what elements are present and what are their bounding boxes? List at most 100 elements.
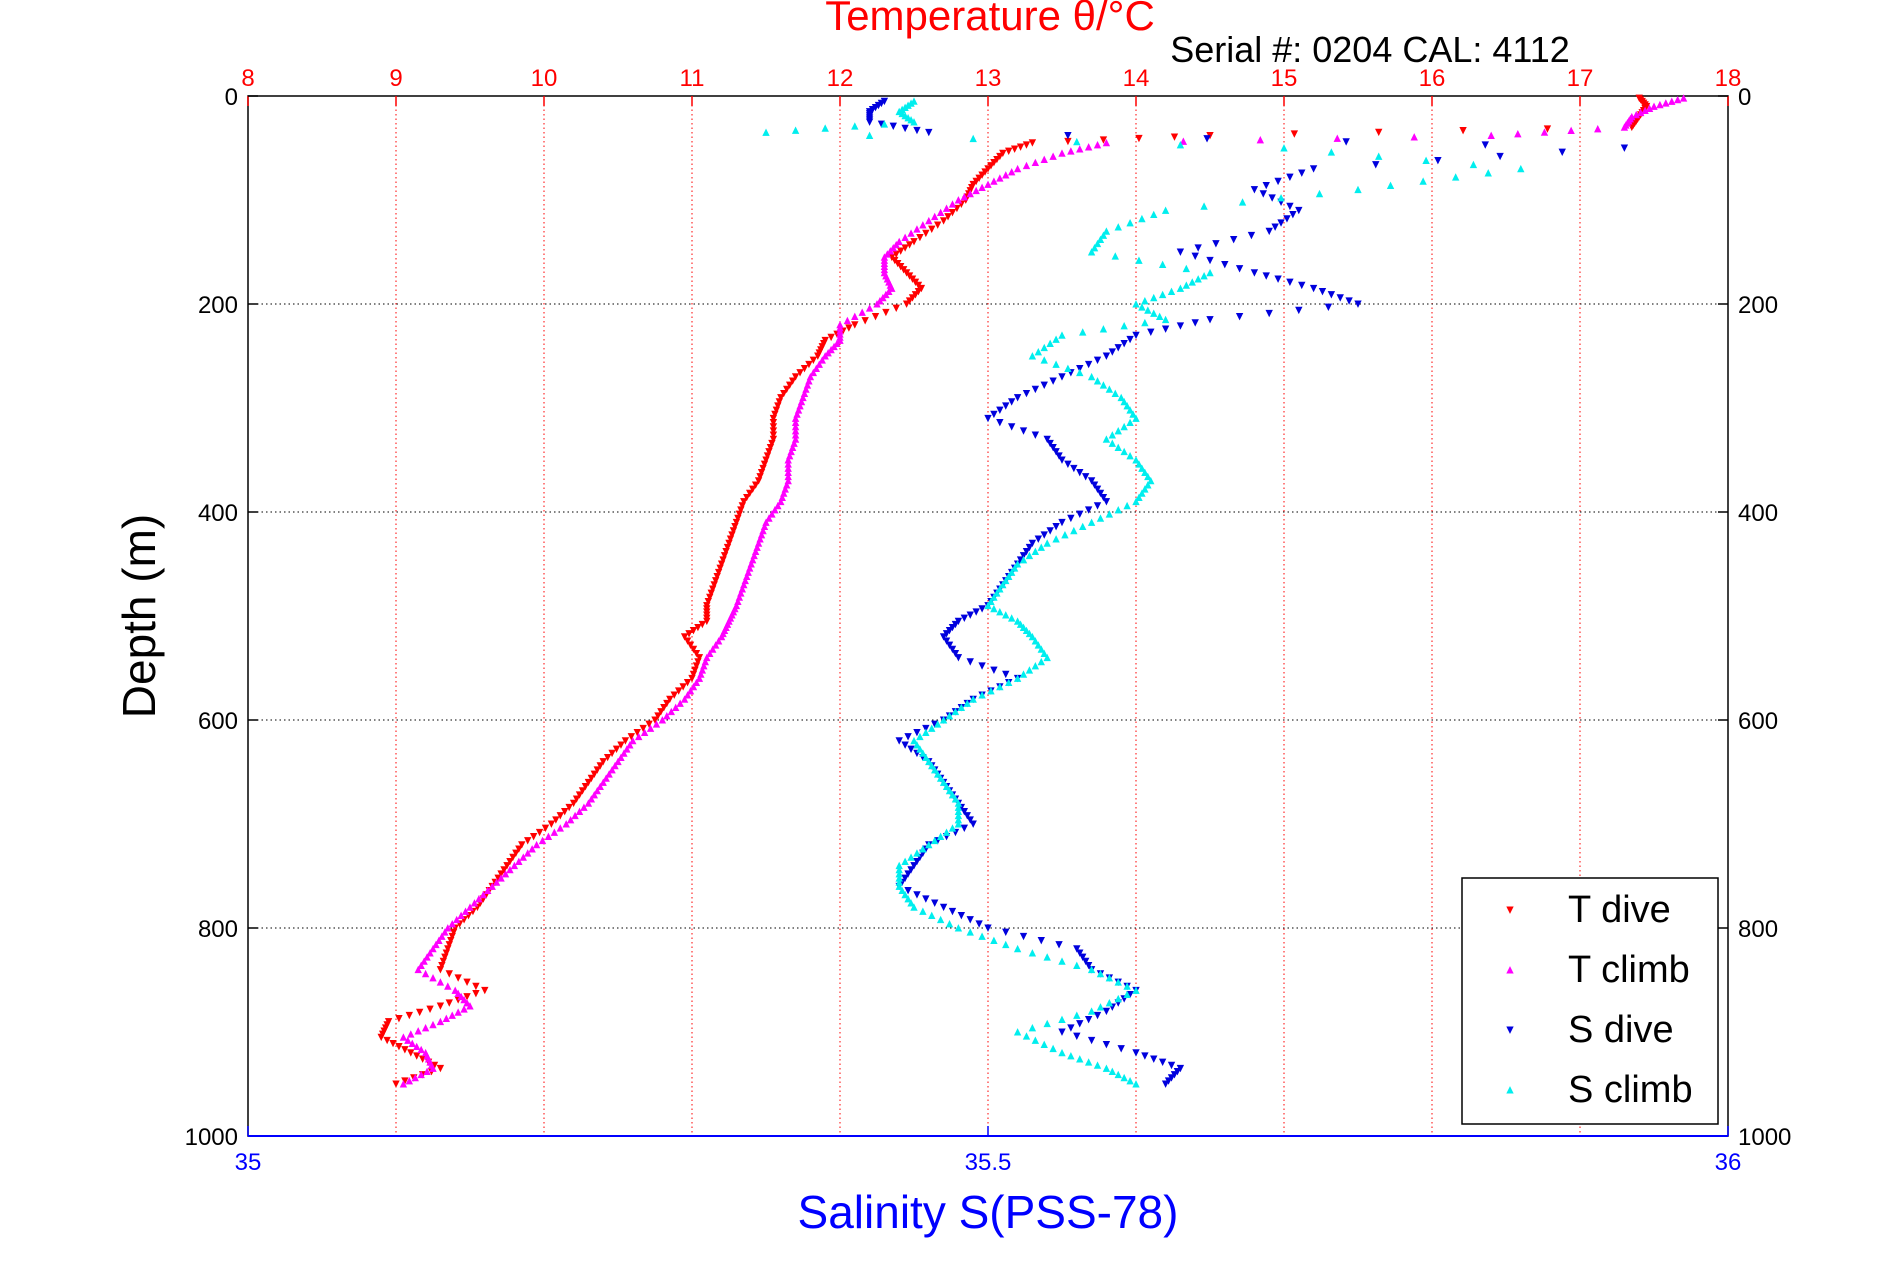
data-point bbox=[766, 444, 775, 452]
data-point bbox=[1280, 144, 1288, 152]
data-point bbox=[1141, 1052, 1149, 1060]
data-point bbox=[711, 641, 720, 649]
data-point bbox=[1105, 385, 1114, 393]
data-point bbox=[954, 654, 963, 662]
data-point bbox=[1250, 186, 1259, 194]
data-point bbox=[1120, 321, 1128, 330]
salinity-tick-label: 35.5 bbox=[965, 1149, 1012, 1176]
data-point bbox=[686, 641, 695, 649]
data-point bbox=[933, 221, 942, 229]
data-point bbox=[902, 300, 911, 308]
data-point bbox=[1179, 137, 1188, 145]
data-point bbox=[1093, 502, 1102, 510]
data-point bbox=[611, 761, 619, 770]
data-point bbox=[1271, 223, 1279, 231]
data-point bbox=[1247, 231, 1256, 240]
data-point bbox=[1176, 284, 1185, 292]
data-point bbox=[1274, 275, 1282, 283]
data-point bbox=[1002, 611, 1010, 619]
data-point bbox=[876, 297, 884, 305]
data-point bbox=[768, 510, 776, 518]
data-point bbox=[1070, 526, 1078, 535]
data-point bbox=[1114, 506, 1122, 514]
data-point bbox=[1277, 219, 1285, 227]
data-point bbox=[1221, 260, 1229, 269]
data-point bbox=[1031, 431, 1040, 439]
data-point bbox=[945, 711, 954, 720]
data-point bbox=[913, 225, 921, 233]
data-point bbox=[960, 824, 969, 833]
data-point bbox=[1052, 335, 1060, 343]
data-point bbox=[916, 745, 924, 753]
data-point bbox=[800, 364, 809, 373]
data-point bbox=[1058, 373, 1066, 381]
data-point bbox=[882, 290, 890, 299]
data-point bbox=[519, 853, 527, 861]
data-point bbox=[945, 786, 954, 795]
data-point bbox=[879, 293, 887, 302]
data-point bbox=[1645, 104, 1654, 112]
data-point bbox=[728, 531, 736, 539]
data-point bbox=[1372, 161, 1380, 169]
data-point bbox=[726, 535, 735, 543]
data-point bbox=[1037, 543, 1045, 551]
data-point bbox=[432, 940, 440, 949]
depth-tick-label-right: 800 bbox=[1738, 916, 1778, 943]
data-point bbox=[1114, 427, 1122, 435]
data-point bbox=[429, 1020, 437, 1029]
data-point bbox=[497, 874, 505, 882]
data-point bbox=[414, 1027, 422, 1035]
data-point bbox=[1309, 284, 1318, 293]
data-point bbox=[845, 324, 853, 332]
data-point bbox=[1182, 281, 1191, 289]
data-point bbox=[1007, 614, 1016, 622]
data-point bbox=[791, 373, 800, 381]
data-point bbox=[1073, 1032, 1081, 1041]
depth-tick-label-right: 1000 bbox=[1738, 1124, 1791, 1151]
data-point bbox=[1632, 110, 1640, 119]
data-point bbox=[978, 691, 986, 699]
data-point bbox=[963, 699, 971, 707]
data-point bbox=[1206, 256, 1214, 265]
data-point bbox=[717, 632, 726, 641]
data-point bbox=[1206, 316, 1214, 324]
data-point bbox=[942, 204, 951, 212]
data-point bbox=[1286, 202, 1294, 211]
data-point bbox=[954, 196, 963, 204]
data-point bbox=[1132, 497, 1140, 506]
data-point bbox=[851, 312, 859, 320]
temperature-tick-label: 8 bbox=[241, 65, 254, 92]
data-point bbox=[1484, 169, 1492, 177]
data-point bbox=[1099, 493, 1108, 502]
data-point bbox=[1111, 389, 1119, 397]
data-point bbox=[645, 720, 653, 729]
data-point bbox=[710, 581, 718, 589]
data-point bbox=[827, 333, 835, 342]
data-point bbox=[421, 1023, 430, 1032]
data-point bbox=[524, 837, 532, 845]
data-point bbox=[892, 240, 900, 249]
data-point bbox=[1087, 1036, 1096, 1045]
data-point bbox=[1005, 147, 1013, 155]
data-point bbox=[445, 999, 453, 1007]
data-point bbox=[492, 878, 501, 886]
data-point bbox=[931, 212, 939, 221]
data-point bbox=[1262, 272, 1270, 280]
data-point bbox=[942, 782, 951, 791]
data-point bbox=[1354, 300, 1362, 308]
data-point bbox=[448, 932, 456, 941]
data-point bbox=[1019, 623, 1028, 631]
chart-subtitle: Serial #: 0204 CAL: 4112 bbox=[1170, 29, 1570, 70]
data-point bbox=[978, 932, 986, 940]
data-point bbox=[772, 406, 781, 414]
data-point bbox=[1668, 97, 1676, 105]
data-point bbox=[1022, 141, 1031, 149]
data-point bbox=[566, 815, 575, 824]
legend-label: T dive bbox=[1568, 889, 1671, 931]
data-point bbox=[608, 766, 616, 774]
data-point bbox=[1040, 356, 1048, 364]
data-point bbox=[667, 707, 675, 716]
data-point bbox=[1188, 278, 1196, 286]
data-point bbox=[1087, 372, 1096, 381]
data-point bbox=[936, 774, 945, 782]
